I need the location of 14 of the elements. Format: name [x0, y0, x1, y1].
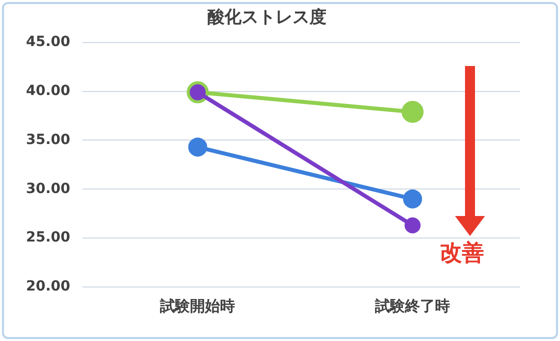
x-tick-label: 試験終了時: [374, 296, 450, 315]
point: [188, 138, 208, 157]
y-tick-label: 25.00: [26, 230, 71, 246]
chart-title: 酸化ストレス度: [208, 8, 326, 28]
point: [402, 100, 424, 123]
point: [403, 189, 422, 208]
y-tick-label: 20.00: [26, 278, 71, 295]
point: [404, 217, 421, 234]
annotation: 改善: [440, 240, 484, 268]
y-tick-label: 45.00: [26, 34, 71, 50]
y-tick-label: 30.00: [26, 180, 71, 197]
y-tick-label: 40.00: [26, 82, 71, 99]
y-tick-label: 35.00: [26, 132, 71, 148]
x-tick-label: 試験開始時: [159, 296, 236, 315]
